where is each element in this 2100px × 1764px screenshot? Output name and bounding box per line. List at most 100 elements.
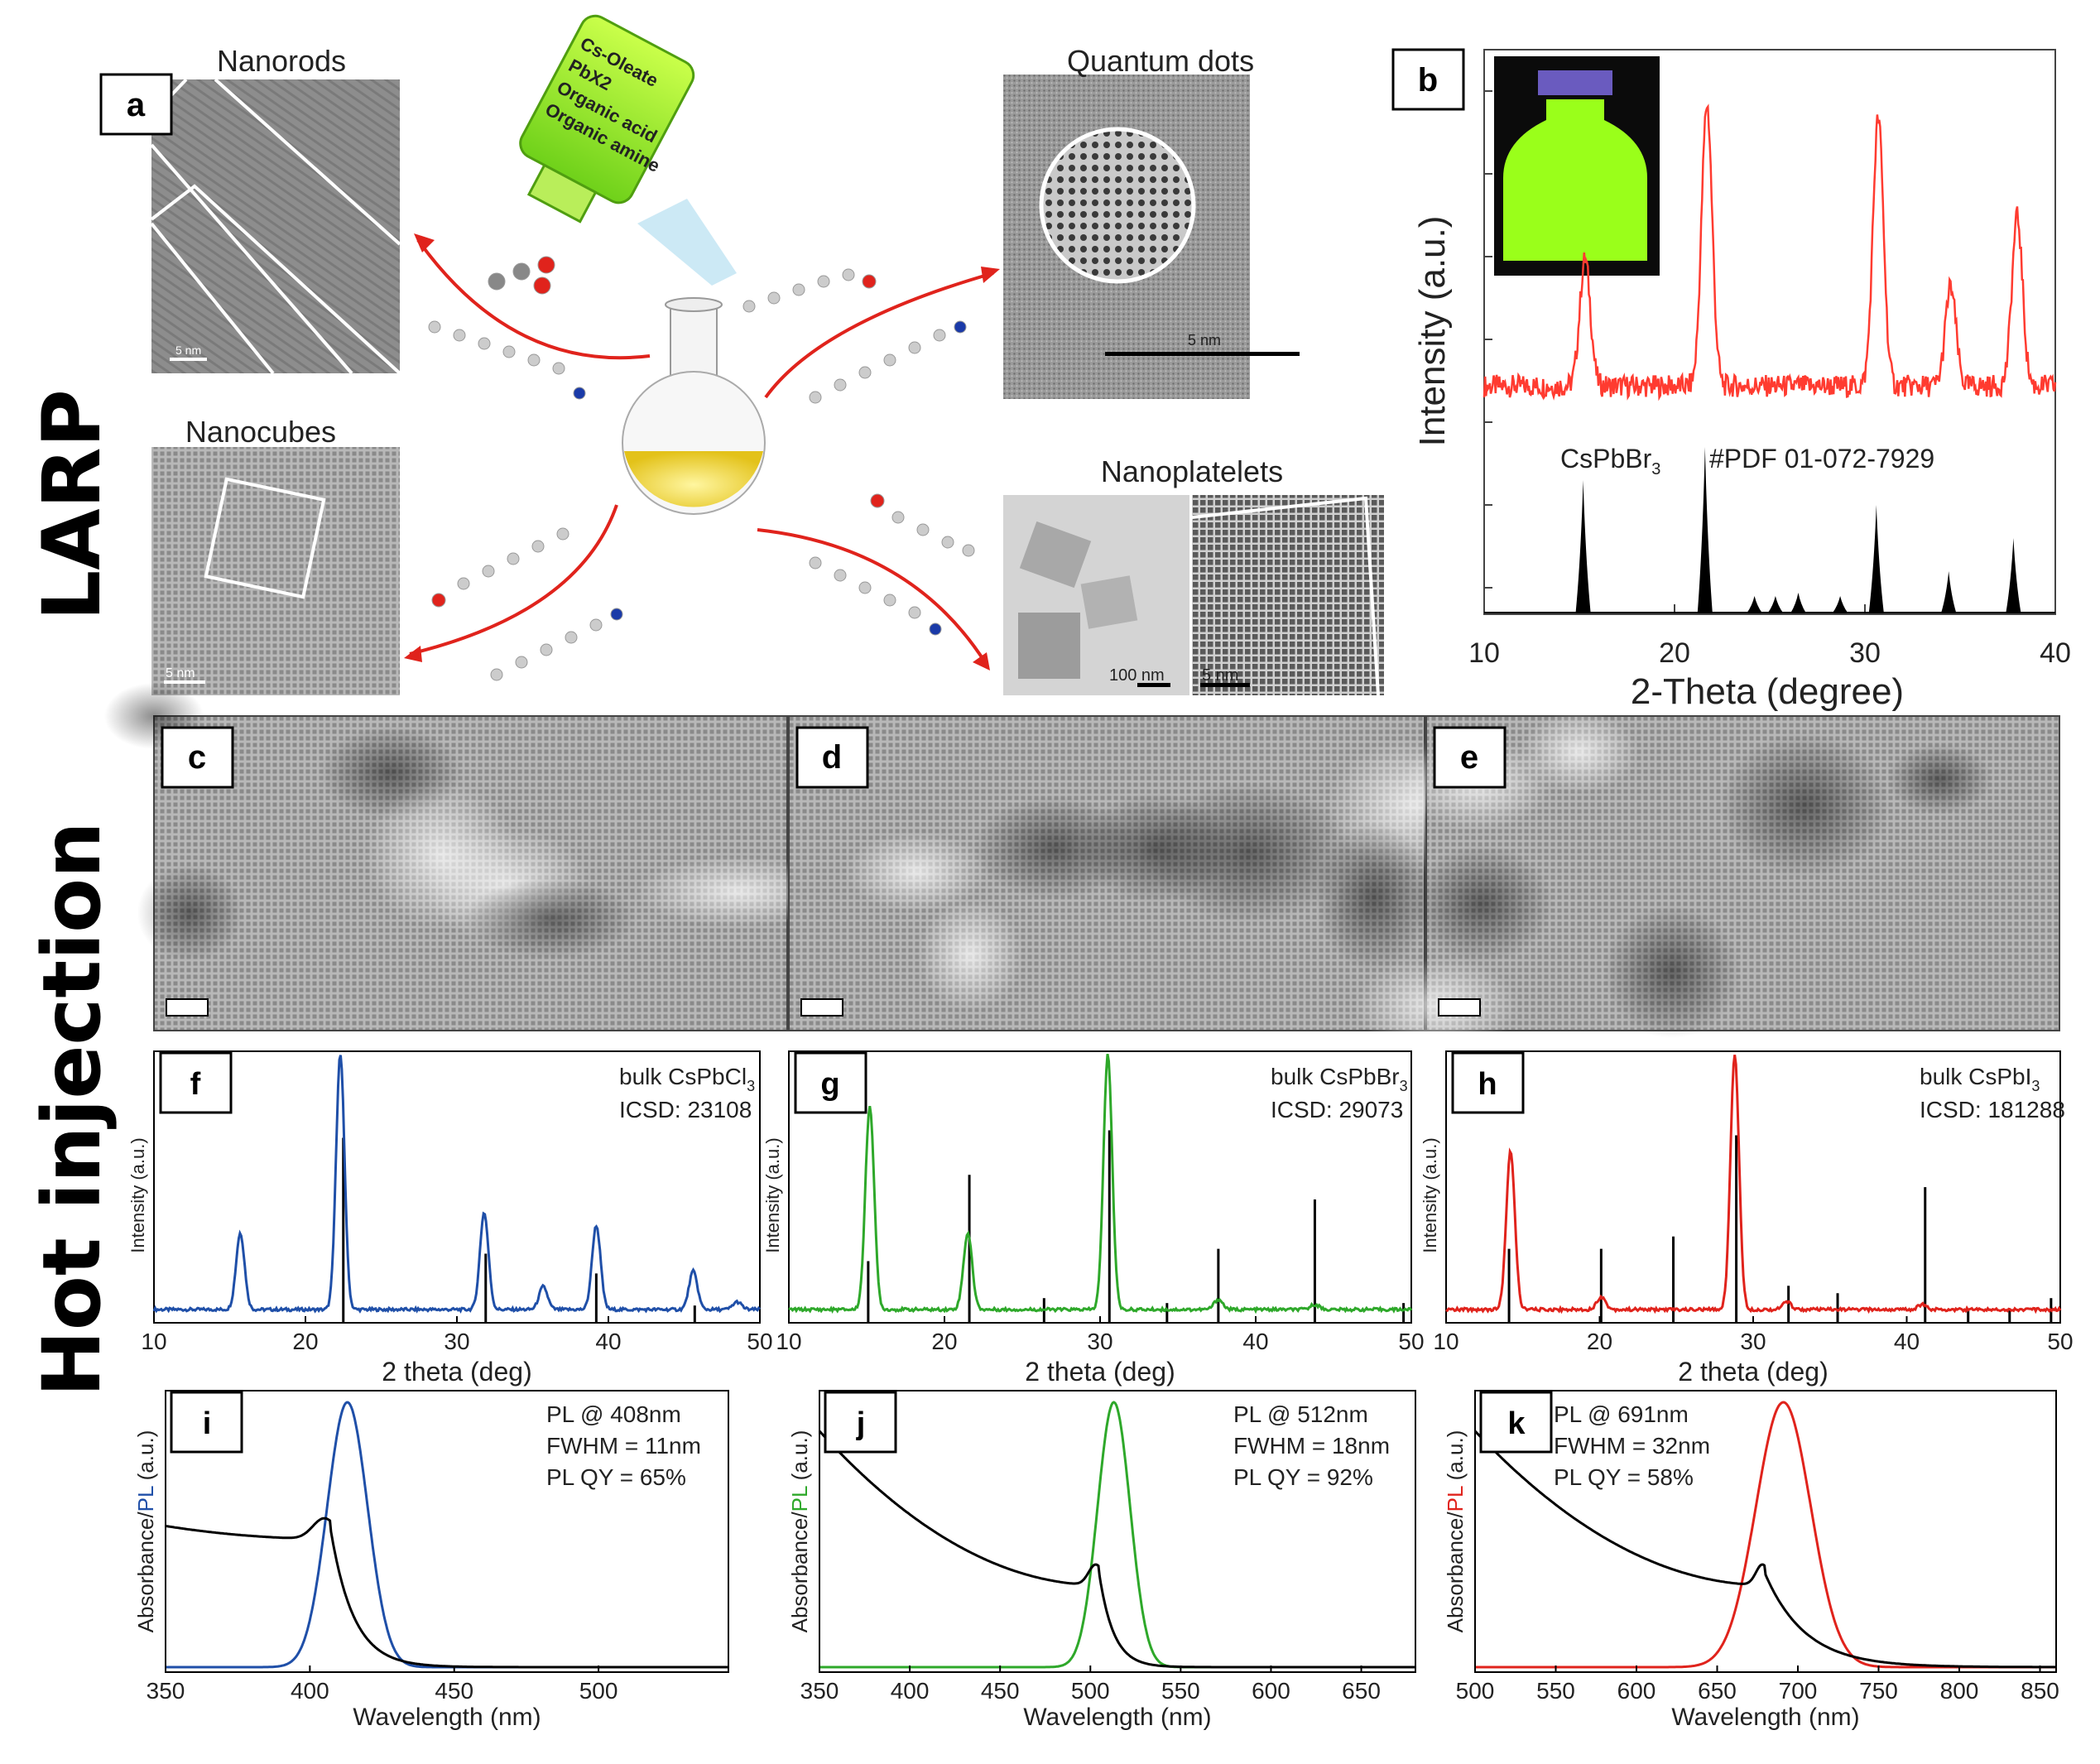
bulk-ref-sub: 3 <box>1400 1078 1408 1094</box>
panel-a: 5 nm Nanorods 5 nm Nanocubes 5 nm Quantu… <box>99 14 1384 696</box>
xtick-label: 500 <box>1456 1678 1495 1704</box>
xtick-label: 30 <box>1740 1329 1766 1354</box>
tem-contrast-blob <box>844 831 988 912</box>
absorbance-trace <box>165 1516 728 1669</box>
tem-contrast-blob <box>365 781 517 929</box>
tem-letter-box-d <box>795 726 869 789</box>
reference-peak-3 <box>1767 596 1783 613</box>
tem-letter-e: e <box>1460 739 1478 776</box>
nanocubes-image <box>151 447 400 695</box>
np-scalebar-100 <box>1137 683 1170 687</box>
nanorods-scale-text: 5 nm <box>175 344 201 357</box>
spectrum-panel-k: 500 550 600 650 700 750 800 850 Wavelength (nm) A… <box>1443 1390 2059 1731</box>
b-xtick-label: 30 <box>1849 637 1881 669</box>
pl-peak-label: PL @ 691nm <box>1554 1401 1689 1427</box>
panel-letter-i: i <box>203 1406 212 1441</box>
xtick-label: 20 <box>931 1329 957 1354</box>
spectrum-xlabel: Wavelength (nm) <box>1023 1704 1211 1731</box>
b-xtick-label: 40 <box>2040 637 2071 669</box>
panel-b-plot <box>1482 103 2057 613</box>
xtick-label: 40 <box>595 1329 621 1354</box>
xtick-label: 550 <box>1161 1678 1200 1704</box>
tem-contrast-blob <box>1520 711 1639 793</box>
qd-scalebar <box>1105 352 1300 356</box>
panel-b-axes <box>1483 49 2056 615</box>
panel-b-compound: CsPbBr3 <box>1560 444 1660 478</box>
nanorods-scalebar <box>170 358 207 361</box>
xtick-label: 550 <box>1536 1678 1575 1704</box>
xrd-trace <box>788 1053 1413 1315</box>
tem-scalebar-d <box>800 998 843 1017</box>
bulk-ref-label: bulk CsPbBr3 <box>1271 1064 1408 1094</box>
xrd-ylabel: Intensity (a.u.) <box>127 1137 148 1252</box>
plqy-label: PL QY = 58% <box>1554 1464 1694 1490</box>
nanoplatelets-title: Nanoplatelets <box>1101 454 1283 488</box>
b-xtick-label: 20 <box>1659 637 1690 669</box>
reference-peak-5 <box>1833 596 1848 613</box>
xtick-label: 50 <box>1398 1329 1424 1354</box>
plqy-label: PL QY = 65% <box>546 1464 686 1490</box>
xrd-letter-box <box>1451 1051 1525 1114</box>
spectrum-axes <box>1474 1390 2057 1673</box>
xtick-label: 350 <box>147 1678 185 1704</box>
panel-letter-h: h <box>1478 1067 1497 1102</box>
spectrum-axes <box>165 1390 729 1673</box>
fwhm-label: FWHM = 32nm <box>1554 1433 1710 1459</box>
nanoplatelets-highmag-image <box>1192 495 1384 695</box>
tem-contrast-blob <box>1603 904 1741 1039</box>
fwhm-label: FWHM = 11nm <box>546 1433 701 1459</box>
nanorods-title: Nanorods <box>217 44 346 78</box>
ylabel-pl: PL <box>133 1486 158 1512</box>
xrd-axes <box>153 1050 761 1324</box>
reference-peak-4 <box>1790 593 1806 613</box>
panel-b-ylabel: Intensity (a.u.) <box>1412 216 1453 447</box>
panel-a-letter: a <box>127 87 146 123</box>
xtick-label: 400 <box>291 1678 329 1704</box>
panel-b: Intensity (a.u.) 2-Theta (degree) CsPbBr… <box>1391 48 2071 712</box>
xrd-trace <box>152 1055 762 1314</box>
xtick-label: 650 <box>1698 1678 1737 1704</box>
xtick-label: 10 <box>1433 1329 1458 1354</box>
b-xtick-label: 10 <box>1468 637 1500 669</box>
tem-contrast-blob <box>1410 844 1554 964</box>
spectrum-letter-box <box>1479 1391 1553 1454</box>
xtick-label: 30 <box>444 1329 469 1354</box>
bulk-ref-name: bulk CsPbBr <box>1271 1064 1400 1089</box>
xtick-label: 40 <box>1894 1329 1920 1354</box>
xtick-label: 650 <box>1342 1678 1381 1704</box>
panel-b-xlabel: 2-Theta (degree) <box>1631 671 1904 712</box>
xrd-panel-g: 10 20 30 40 50 2 theta (deg) Intensity (a.u.) b… <box>762 1050 1425 1387</box>
absorbance-trace <box>818 1430 1415 1669</box>
spectrum-xlabel: Wavelength (nm) <box>1671 1704 1859 1731</box>
panel-b-letter-box <box>1391 48 1465 111</box>
xrd-letter-box <box>159 1051 233 1114</box>
panel-a-letter-box <box>99 73 173 136</box>
tem-scalebar-e <box>1438 998 1481 1017</box>
reaction-arrows <box>409 238 994 664</box>
xtick-label: 400 <box>891 1678 930 1704</box>
xtick-label: 350 <box>800 1678 839 1704</box>
xtick-label: 30 <box>1087 1329 1112 1354</box>
reference-peak-2 <box>1747 596 1762 613</box>
reference-peak-1 <box>1697 447 1713 613</box>
tem-letter-box-c <box>161 726 234 789</box>
platelet-shape <box>1080 575 1138 629</box>
spectrum-letter-box <box>170 1391 243 1454</box>
ylabel-unit: (a.u.) <box>1443 1430 1468 1487</box>
spectrum-ylabel: Absorbance/PL (a.u.) <box>787 1430 812 1633</box>
xrd-trace-red <box>1482 103 2057 401</box>
panel-b-letter: b <box>1418 62 1438 99</box>
nanorods-image <box>151 79 400 373</box>
hot-injection-label: Hot injection <box>26 822 118 1397</box>
fwhm-label: FWHM = 18nm <box>1233 1433 1390 1459</box>
panel-letter-k: k <box>1507 1406 1526 1441</box>
tem-panels: c d e <box>104 683 2060 1055</box>
tem-letter-d: d <box>822 739 842 776</box>
platelet-shape <box>1018 613 1080 679</box>
tem-contrast-blob <box>137 864 243 962</box>
panel-letter-g: g <box>820 1067 839 1102</box>
ylabel-unit: (a.u.) <box>133 1430 158 1487</box>
xtick-label: 20 <box>292 1329 318 1354</box>
flask <box>622 297 766 515</box>
xtick-label: 750 <box>1859 1678 1898 1704</box>
